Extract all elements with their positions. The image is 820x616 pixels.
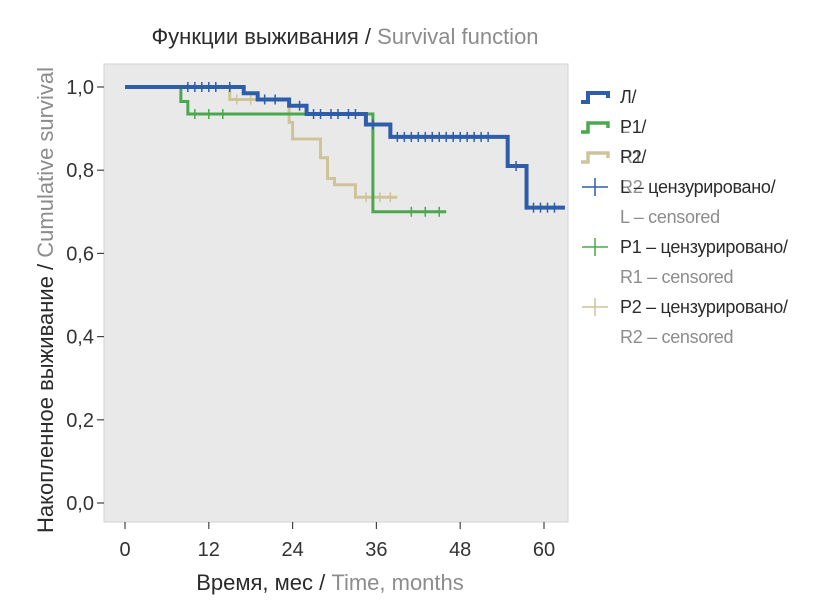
legend-item-r1: Р1/R1 bbox=[578, 112, 808, 167]
legend-label: P2 – цензурировано/R2 – censored bbox=[620, 297, 788, 347]
series-line-r1 bbox=[125, 85, 447, 214]
legend-label: L – цензурировано/L – censored bbox=[620, 177, 776, 227]
legend-item-l: Л/L bbox=[578, 82, 808, 137]
legend-censor-swatch bbox=[582, 238, 608, 256]
x-axis-label-main: Время, мес / bbox=[196, 570, 332, 595]
y-tick-label: 0,0 bbox=[66, 493, 94, 515]
legend-line-swatch bbox=[581, 121, 610, 134]
title-main: Функции выживания / bbox=[151, 24, 378, 49]
y-tick-label: 0,8 bbox=[66, 160, 94, 182]
legend-label: Р1/R1 bbox=[620, 117, 647, 167]
legend-item-r1-censored: P1 – цензурировано/R1 – censored bbox=[578, 232, 808, 292]
legend-line-swatch bbox=[581, 151, 610, 164]
plot-area bbox=[103, 63, 569, 523]
y-tick-label: 1,0 bbox=[66, 77, 94, 99]
y-tick-label: 0,2 bbox=[66, 410, 94, 432]
legend-item-l-censored: L – цензурировано/L – censored bbox=[578, 172, 808, 232]
x-tick-label: 24 bbox=[281, 539, 303, 561]
x-tick-label: 48 bbox=[449, 539, 471, 561]
x-axis-label-secondary: Time, months bbox=[331, 570, 464, 595]
legend-item-r2: Р2/R2 bbox=[578, 142, 808, 197]
series-line-l bbox=[125, 85, 565, 210]
x-tick-label: 12 bbox=[198, 539, 220, 561]
legend-label: P1 – цензурировано/R1 – censored bbox=[620, 237, 788, 287]
legend-censor-swatch bbox=[582, 298, 608, 316]
x-tick-label: 60 bbox=[533, 539, 555, 561]
legend-line-swatch bbox=[581, 91, 610, 104]
x-tick-label: 0 bbox=[119, 539, 130, 561]
y-tick-label: 0,4 bbox=[66, 327, 94, 349]
legend: Л/L Р1/R1 Р2/R2 L – цензурировано/L – ce… bbox=[578, 82, 808, 352]
y-tick-label: 0,6 bbox=[66, 243, 94, 265]
title-secondary: Survival function bbox=[377, 24, 539, 49]
chart-title: Функции выживания / Survival function bbox=[0, 24, 690, 50]
x-axis-label: Время, мес / Time, months bbox=[0, 570, 660, 596]
legend-label: Р2/R2 bbox=[620, 147, 647, 197]
legend-censor-swatch bbox=[582, 178, 608, 196]
legend-label: Л/L bbox=[620, 87, 637, 137]
legend-item-r2-censored: P2 – цензурировано/R2 – censored bbox=[578, 292, 808, 352]
x-tick-label: 36 bbox=[365, 539, 387, 561]
